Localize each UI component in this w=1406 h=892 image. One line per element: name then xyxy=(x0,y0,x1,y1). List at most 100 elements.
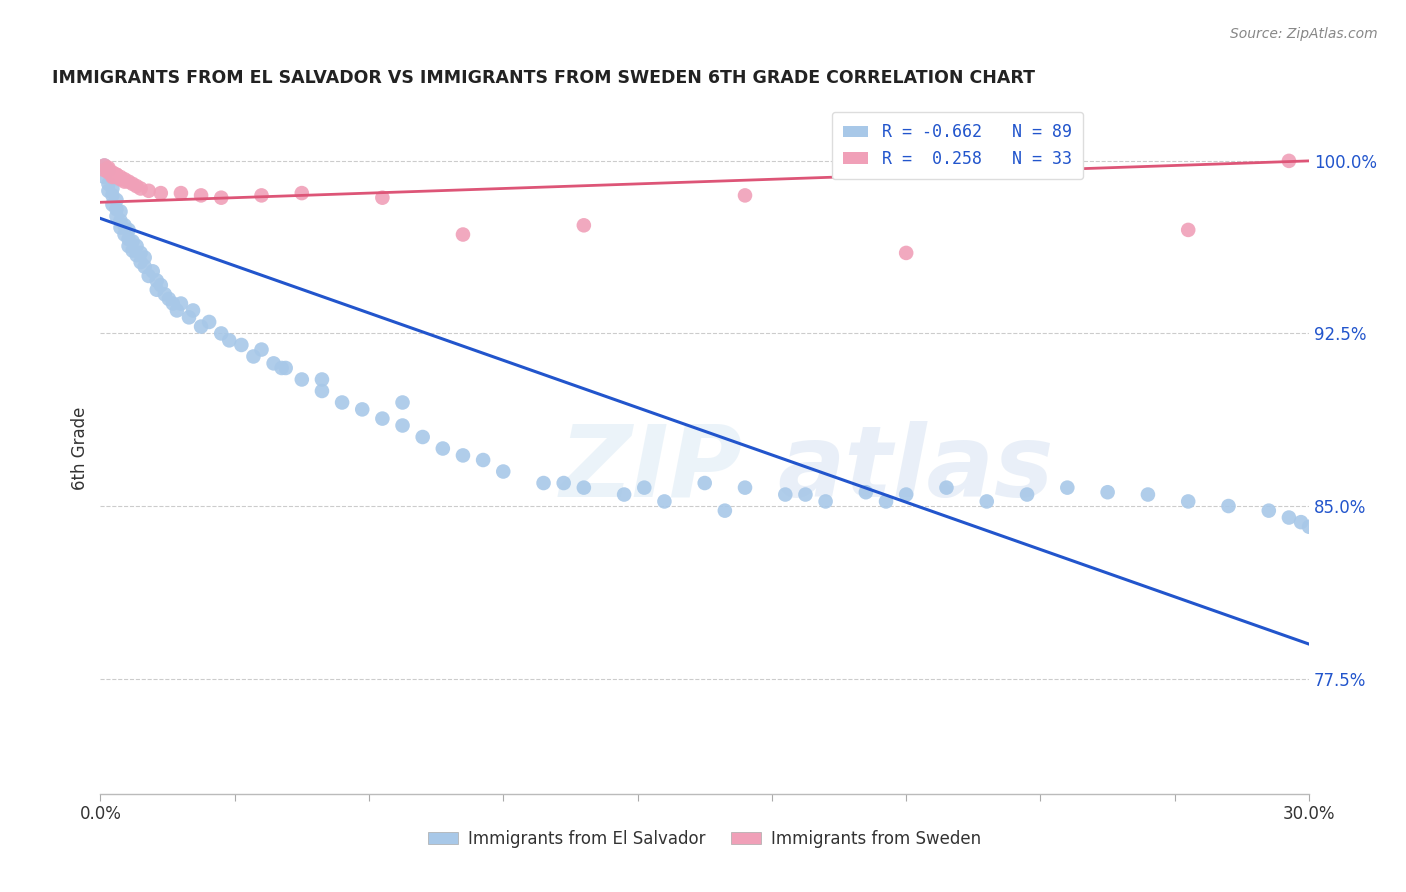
Point xyxy=(117,175,139,189)
Point xyxy=(110,220,132,235)
Point xyxy=(149,278,172,293)
Point xyxy=(97,165,120,179)
Point xyxy=(1015,487,1038,501)
Text: Source: ZipAtlas.com: Source: ZipAtlas.com xyxy=(1230,27,1378,41)
Point xyxy=(101,165,124,179)
Point xyxy=(93,159,115,173)
Point xyxy=(134,251,156,265)
Point xyxy=(371,191,394,205)
Point xyxy=(93,163,115,178)
Point xyxy=(311,372,333,386)
Point xyxy=(101,197,124,211)
Point xyxy=(181,303,204,318)
Point xyxy=(105,209,128,223)
Point xyxy=(129,246,152,260)
Point xyxy=(101,188,124,202)
Point xyxy=(633,481,655,495)
Point xyxy=(198,315,221,329)
Point xyxy=(896,487,918,501)
Point xyxy=(311,384,333,398)
Point xyxy=(1218,499,1240,513)
Point xyxy=(97,177,120,191)
Point xyxy=(572,219,595,233)
Point xyxy=(291,372,314,386)
Point xyxy=(896,246,918,260)
Point xyxy=(105,168,128,182)
Point xyxy=(121,244,143,258)
Point xyxy=(117,239,139,253)
Point xyxy=(93,159,115,173)
Point xyxy=(101,168,124,182)
Legend: R = -0.662   N = 89, R =  0.258   N = 33: R = -0.662 N = 89, R = 0.258 N = 33 xyxy=(831,112,1083,179)
Point xyxy=(105,202,128,217)
Point xyxy=(97,163,120,178)
Point xyxy=(270,361,292,376)
Point xyxy=(814,494,837,508)
Point xyxy=(1056,481,1078,495)
Point xyxy=(231,338,253,352)
Point xyxy=(432,442,454,456)
Point xyxy=(110,204,132,219)
Point xyxy=(125,248,148,262)
Point xyxy=(1289,515,1312,529)
Point xyxy=(775,487,797,501)
Text: IMMIGRANTS FROM EL SALVADOR VS IMMIGRANTS FROM SWEDEN 6TH GRADE CORRELATION CHAR: IMMIGRANTS FROM EL SALVADOR VS IMMIGRANT… xyxy=(52,69,1035,87)
Point xyxy=(129,181,152,195)
Point xyxy=(330,395,353,409)
Point xyxy=(121,235,143,249)
Point xyxy=(145,283,167,297)
Point xyxy=(114,219,136,233)
Point xyxy=(263,356,285,370)
Point xyxy=(157,292,180,306)
Point xyxy=(105,193,128,207)
Point xyxy=(145,274,167,288)
Point xyxy=(472,453,495,467)
Point xyxy=(97,184,120,198)
Point xyxy=(492,465,515,479)
Point xyxy=(412,430,434,444)
Point xyxy=(875,494,897,508)
Point xyxy=(93,169,115,184)
Point xyxy=(105,169,128,184)
Point xyxy=(1177,223,1199,237)
Point xyxy=(125,239,148,253)
Point xyxy=(714,503,737,517)
Point xyxy=(274,361,297,376)
Point xyxy=(976,494,998,508)
Point xyxy=(162,296,184,310)
Point xyxy=(170,296,193,310)
Point xyxy=(250,343,273,357)
Point xyxy=(855,485,877,500)
Point xyxy=(166,303,188,318)
Point xyxy=(613,487,636,501)
Point xyxy=(291,186,314,200)
Point xyxy=(218,334,240,348)
Point xyxy=(114,227,136,242)
Point xyxy=(134,260,156,274)
Point xyxy=(1278,510,1301,524)
Point xyxy=(110,172,132,186)
Point xyxy=(97,163,120,178)
Point xyxy=(1257,503,1279,517)
Y-axis label: 6th Grade: 6th Grade xyxy=(72,407,89,491)
Text: ZIP: ZIP xyxy=(560,421,742,517)
Point xyxy=(97,161,120,175)
Point xyxy=(734,188,756,202)
Text: atlas: atlas xyxy=(778,421,1053,517)
Point xyxy=(371,411,394,425)
Point xyxy=(121,177,143,191)
Point xyxy=(794,487,817,501)
Point xyxy=(1136,487,1159,501)
Point xyxy=(209,191,232,205)
Point xyxy=(153,287,176,301)
Point xyxy=(117,232,139,246)
Point xyxy=(190,188,212,202)
Point xyxy=(101,169,124,184)
Point xyxy=(1278,153,1301,168)
Point xyxy=(117,223,139,237)
Point xyxy=(190,319,212,334)
Point xyxy=(142,264,165,278)
Point xyxy=(209,326,232,341)
Point xyxy=(110,169,132,184)
Point xyxy=(391,418,413,433)
